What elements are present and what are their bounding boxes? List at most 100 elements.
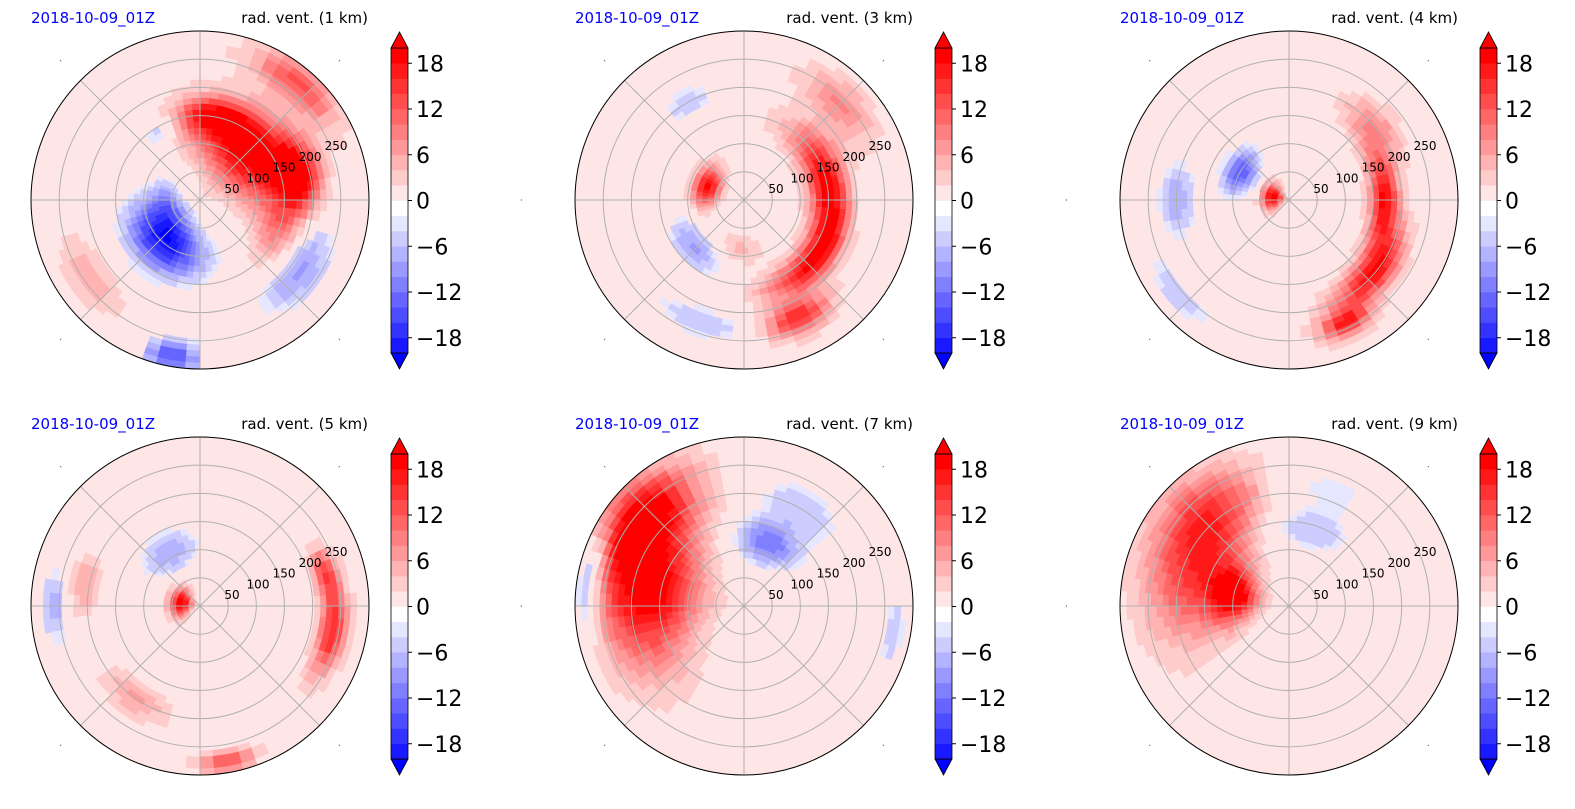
axis-dot (1149, 338, 1151, 340)
field-cell (683, 189, 691, 196)
field-cell (743, 515, 753, 523)
field-cell (1378, 191, 1386, 201)
field-cell (78, 605, 87, 617)
field-cell (683, 600, 691, 607)
field-cell (319, 188, 328, 201)
colorbar-tick-label: 18 (960, 458, 988, 483)
colorbar-level (1480, 682, 1497, 699)
colorbar-level (1480, 469, 1497, 485)
colorbar-tick-labels: 18 12 6 0 −6 −12 −18 (960, 458, 1006, 758)
field-cell (193, 265, 201, 273)
field-cell (898, 619, 907, 635)
axis-dot (338, 60, 340, 62)
field-cell (598, 593, 607, 607)
field-cell (1167, 199, 1176, 211)
polar-plot: 50 100 150 200 250 (520, 30, 914, 370)
field-cell (1161, 188, 1170, 201)
field-cell (738, 253, 745, 261)
field-cell (121, 199, 129, 208)
field-cell (663, 714, 679, 727)
colorbar-extend-min (934, 352, 953, 370)
field-cell (145, 190, 153, 197)
field-cell (797, 199, 805, 206)
field-cell (343, 592, 352, 607)
field-cell (1186, 190, 1194, 201)
field-cell (635, 596, 643, 607)
colorbar-tick-label: 0 (416, 190, 430, 215)
field-cell (1151, 666, 1165, 682)
field-cell (1396, 199, 1405, 211)
field-cell (194, 253, 201, 261)
colorbar-level (391, 698, 408, 714)
field-cell (592, 592, 601, 607)
field-cell (1372, 199, 1380, 209)
colorbar-tick-label: −18 (416, 327, 462, 352)
field-cell (185, 620, 192, 628)
radial-tick-label: 100 (791, 171, 814, 185)
grid-spoke (199, 80, 320, 201)
colorbar-extend-max (390, 31, 409, 49)
field-cell (628, 595, 637, 607)
field-cell (665, 605, 673, 614)
field-cell (1167, 605, 1176, 617)
panel-title-left: 2018-10-09_01Z (1120, 9, 1244, 28)
field-cell (1214, 166, 1224, 176)
colorbar-extend-max (1479, 437, 1498, 455)
grid-spoke (743, 80, 864, 201)
field-cell (1222, 594, 1230, 602)
polar-grid (1120, 31, 1458, 369)
field-cell (1162, 177, 1171, 190)
colorbar-level (1480, 621, 1497, 638)
field-cell (204, 133, 212, 141)
field-cell (199, 91, 210, 99)
field-cell (191, 109, 201, 117)
field-cell (193, 539, 201, 547)
field-cell (337, 605, 346, 619)
field-cell (98, 315, 114, 329)
field-cell (1125, 605, 1134, 621)
field-cell (259, 204, 267, 212)
field-cell (189, 78, 201, 87)
field-cell (1255, 212, 1264, 219)
colorbar-level (935, 515, 952, 531)
colorbar-level (391, 484, 408, 501)
field-cell (851, 189, 860, 201)
polar-plot: 50 100 150 200 250 (30, 30, 370, 370)
colorbar-level (1480, 728, 1497, 745)
field-cell (836, 268, 849, 282)
axis-dot (1427, 338, 1429, 340)
grid-spoke (80, 80, 201, 201)
field-cell (1390, 190, 1398, 201)
radial-tick-label: 250 (325, 139, 348, 153)
field-cell (91, 605, 99, 616)
field-cell (610, 605, 619, 618)
colorbar-level (935, 48, 952, 64)
field-cell (1167, 595, 1176, 607)
radial-tick-label: 150 (817, 567, 840, 581)
field-cell (241, 199, 249, 205)
field-cell (1288, 527, 1297, 535)
field-cell (192, 277, 201, 285)
field-cell (192, 121, 201, 129)
axis-dot (60, 338, 62, 340)
field-cell (1228, 595, 1236, 602)
field-cell (1173, 189, 1182, 201)
axis-dot (604, 338, 606, 340)
field-cell (199, 103, 209, 111)
colorbar-tick-label: −6 (960, 641, 992, 666)
field-cell (187, 337, 201, 346)
axis-dot (882, 466, 884, 468)
field-cell (1198, 597, 1206, 607)
colorbar-extend-min (1479, 758, 1498, 776)
field-cell (1172, 229, 1182, 242)
axis-dot (60, 466, 62, 468)
field-cell (1413, 234, 1424, 248)
field-cell (671, 605, 679, 613)
colorbar-level (391, 307, 408, 323)
colorbar-level (935, 109, 952, 125)
field-cell (1360, 199, 1368, 208)
plot-border (30, 30, 370, 370)
axis-dot (1427, 744, 1429, 746)
grid-spoke (624, 605, 745, 726)
